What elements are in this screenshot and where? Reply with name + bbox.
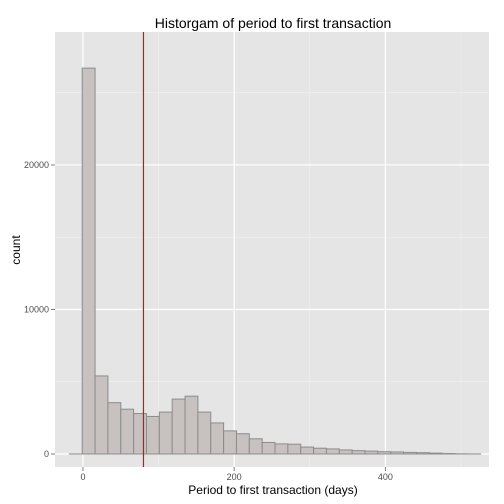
histogram-bar: [377, 451, 392, 455]
y-tick-label: 0: [44, 449, 49, 459]
histogram-bar: [223, 430, 237, 455]
y-axis-label: count: [9, 235, 23, 265]
histogram-bar: [235, 433, 250, 455]
y-tick-label: 20000: [24, 160, 49, 170]
histogram-bar: [287, 443, 302, 455]
histogram-bar: [158, 411, 173, 455]
histogram-bar: [403, 451, 417, 455]
histogram-bar: [313, 447, 327, 455]
histogram-bar: [351, 450, 366, 455]
histogram-bars: [68, 67, 482, 455]
x-tick-label: 0: [80, 472, 85, 482]
chart-title: Historgam of period to first transaction: [155, 15, 392, 31]
histogram-bar: [145, 415, 160, 455]
histogram-bar: [390, 451, 405, 455]
histogram-bar: [171, 398, 186, 455]
histogram-bar: [300, 446, 315, 455]
histogram-bar: [261, 441, 276, 455]
histogram-bar: [133, 413, 147, 455]
histogram-bar: [325, 448, 340, 455]
histogram-bar: [197, 411, 212, 455]
x-axis: 0 200 400: [80, 467, 393, 482]
histogram-bar: [248, 438, 263, 455]
plot-panel: [55, 32, 489, 467]
histogram-bar: [274, 443, 289, 455]
histogram-bar: [338, 449, 353, 455]
histogram-bar: [428, 452, 443, 455]
histogram-bar: [210, 422, 225, 455]
histogram-bar: [415, 452, 430, 455]
y-axis: 0 10000 20000: [24, 160, 55, 459]
histogram-bar: [107, 402, 122, 455]
x-tick-label: 200: [227, 472, 242, 482]
histogram-bar: [184, 395, 199, 455]
histogram-bar: [94, 375, 109, 455]
histogram-bar: [81, 67, 96, 455]
histogram-bar: [120, 408, 135, 455]
x-tick-label: 400: [378, 472, 393, 482]
y-tick-label: 10000: [24, 304, 49, 314]
x-axis-label: Period to first transaction (days): [188, 483, 357, 497]
histogram-bar: [364, 450, 379, 455]
